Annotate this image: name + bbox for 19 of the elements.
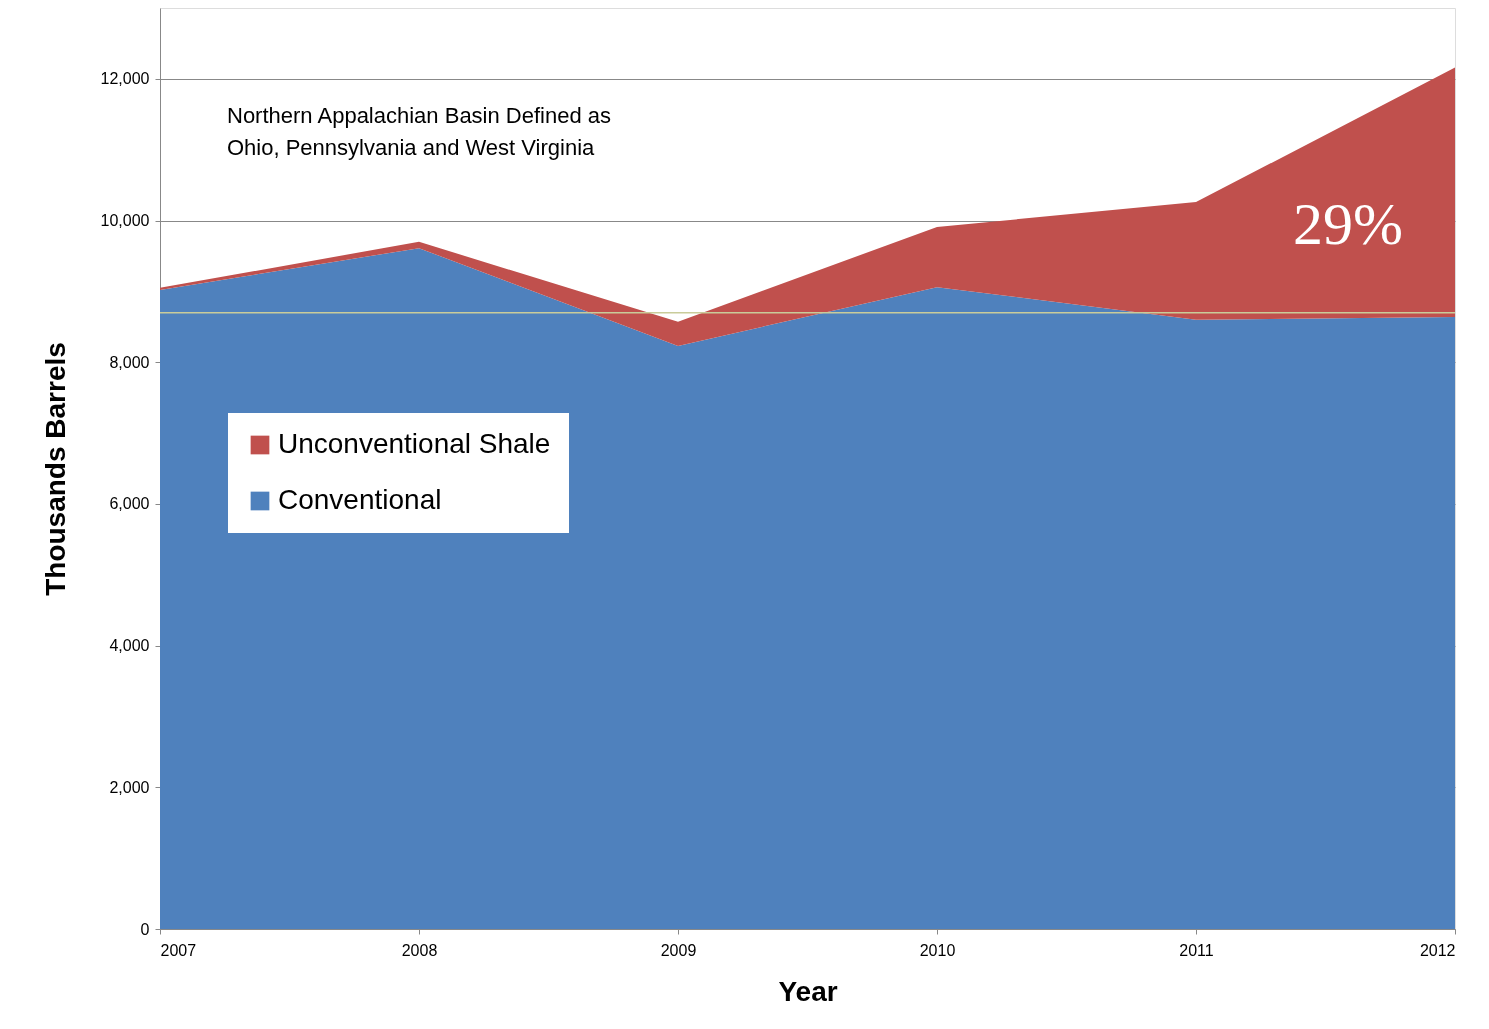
y-tick-label: 2,000: [109, 778, 150, 796]
y-axis-title: Thousands Barrels: [39, 342, 71, 596]
y-tick-label: 10,000: [100, 212, 150, 230]
x-tick-label: 2011: [1179, 941, 1214, 959]
y-tick-label: 4,000: [109, 637, 150, 655]
y-tick-label: 8,000: [109, 353, 150, 371]
x-tick-label: 2007: [160, 941, 197, 959]
annotation: 29%: [1293, 191, 1403, 257]
y-tick-label: 6,000: [109, 495, 150, 513]
annotation: Northern Appalachian Basin Defined as Ohio, Pennsylvania and West Virginia: [227, 103, 612, 160]
x-tick-label: 2008: [401, 941, 438, 959]
x-axis-title: Year: [778, 975, 838, 1007]
y-tick-label: 0: [140, 920, 150, 938]
y-tick-label: 12,000: [100, 70, 150, 88]
x-tick-label: 2009: [660, 941, 697, 959]
x-tick-label: 2010: [919, 941, 956, 959]
x-tick-label: 2012: [1419, 941, 1456, 959]
legend-label: Unconventional Shale: [278, 428, 551, 459]
legend-label: Conventional: [278, 484, 442, 515]
